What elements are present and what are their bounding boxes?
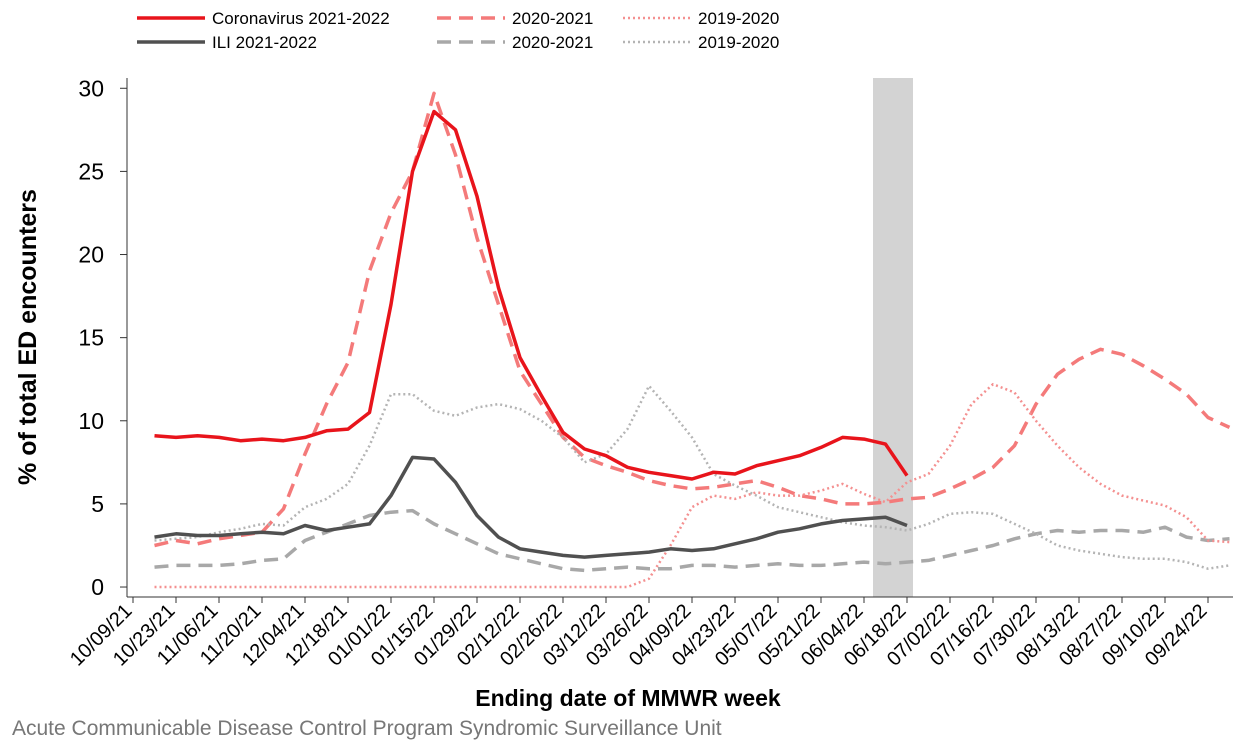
y-axis-label: % of total ED encounters [14,189,42,485]
y-tick-label: 5 [91,491,104,517]
legend-label: 2020-2021 [512,33,593,52]
incomplete-data-band [873,78,913,597]
legend-label: ILI 2021-2022 [212,33,317,52]
series-line [154,384,1230,570]
x-axis-label: Ending date of MMWR week [475,685,781,711]
series-line [154,455,908,559]
y-tick-label: 30 [78,75,104,101]
series-line [154,91,1231,548]
series-line [154,109,909,481]
legend-label: 2019-2020 [698,9,779,28]
source-note: Acute Communicable Disease Control Progr… [12,717,722,740]
y-tick-label: 0 [91,574,104,600]
y-tick-label: 15 [78,325,104,351]
legend-label: 2019-2020 [698,33,779,52]
y-tick-label: 10 [78,408,104,434]
legend-label: Coronavirus 2021-2022 [212,9,390,28]
y-tick-label: 20 [78,242,104,268]
legend-label: 2020-2021 [512,9,593,28]
y-tick-label: 25 [78,158,104,184]
series-line [154,382,1230,589]
series-line [154,508,1230,573]
